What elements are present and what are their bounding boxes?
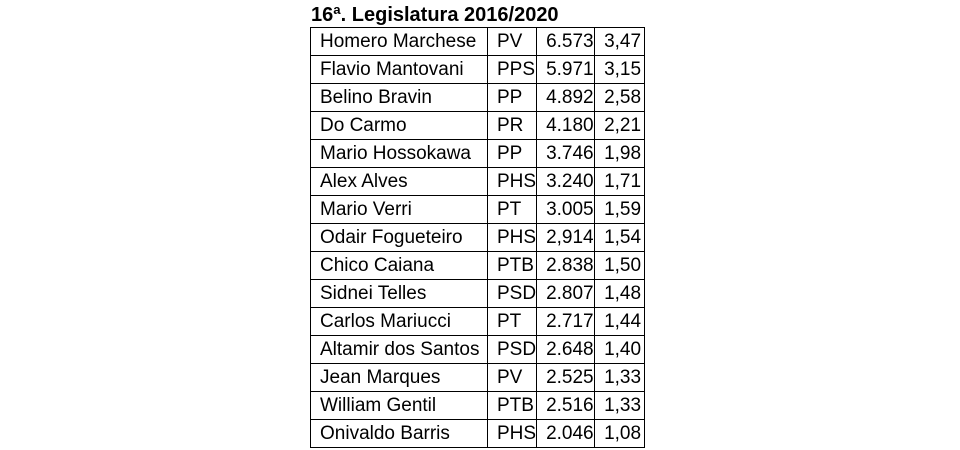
vote-percentage: 1,33 — [594, 391, 646, 420]
table-row: Belino Bravin PP 4.892 2,58 — [310, 83, 646, 112]
councillor-name: Carlos Mariucci — [310, 307, 488, 336]
legislature-table: Homero Marchese PV 6.573 3,47 Flavio Man… — [310, 27, 646, 448]
councillor-name: Mario Verri — [310, 195, 488, 224]
party: PT — [486, 195, 538, 224]
vote-percentage: 1,59 — [594, 195, 646, 224]
votes: 3.746 — [536, 139, 596, 168]
table-row: Mario Hossokawa PP 3.746 1,98 — [310, 139, 646, 168]
legislature-table-body: Homero Marchese PV 6.573 3,47 Flavio Man… — [310, 27, 646, 448]
councillor-name: Mario Hossokawa — [310, 139, 488, 168]
councillor-name: Onivaldo Barris — [310, 419, 488, 448]
votes: 2.807 — [536, 279, 596, 308]
party: PR — [486, 111, 538, 140]
table-row: Odair Fogueteiro PHS 2,914 1,54 — [310, 223, 646, 252]
table-row: Do Carmo PR 4.180 2,21 — [310, 111, 646, 140]
party: PTB — [486, 391, 538, 420]
party: PV — [486, 363, 538, 392]
councillor-name: Odair Fogueteiro — [310, 223, 488, 252]
votes: 2,914 — [536, 223, 596, 252]
votes: 2.838 — [536, 251, 596, 280]
party: PP — [486, 139, 538, 168]
vote-percentage: 2,58 — [594, 83, 646, 112]
party: PTB — [486, 251, 538, 280]
vote-percentage: 1,40 — [594, 335, 646, 364]
votes: 4.180 — [536, 111, 596, 140]
councillor-name: Chico Caiana — [310, 251, 488, 280]
councillor-name: Do Carmo — [310, 111, 488, 140]
party: PV — [486, 27, 538, 56]
table-row: Homero Marchese PV 6.573 3,47 — [310, 27, 646, 56]
councillor-name: Alex Alves — [310, 167, 488, 196]
vote-percentage: 2,21 — [594, 111, 646, 140]
vote-percentage: 1,08 — [594, 419, 646, 448]
party: PP — [486, 83, 538, 112]
table-row: Mario Verri PT 3.005 1,59 — [310, 195, 646, 224]
party: PT — [486, 307, 538, 336]
votes: 3.240 — [536, 167, 596, 196]
councillor-name: William Gentil — [310, 391, 488, 420]
votes: 5.971 — [536, 55, 596, 84]
votes: 2.648 — [536, 335, 596, 364]
councillor-name: Altamir dos Santos — [310, 335, 488, 364]
party: PHS — [486, 223, 538, 252]
vote-percentage: 1,71 — [594, 167, 646, 196]
vote-percentage: 3,47 — [594, 27, 646, 56]
party: PSD — [486, 279, 538, 308]
party: PHS — [486, 167, 538, 196]
table-row: Carlos Mariucci PT 2.717 1,44 — [310, 307, 646, 336]
table-row: Jean Marques PV 2.525 1,33 — [310, 363, 646, 392]
councillor-name: Belino Bravin — [310, 83, 488, 112]
party: PPS — [486, 55, 538, 84]
vote-percentage: 3,15 — [594, 55, 646, 84]
table-row: Altamir dos Santos PSD 2.648 1,40 — [310, 335, 646, 364]
vote-percentage: 1,48 — [594, 279, 646, 308]
votes: 2.046 — [536, 419, 596, 448]
table-row: Chico Caiana PTB 2.838 1,50 — [310, 251, 646, 280]
votes: 2.717 — [536, 307, 596, 336]
vote-percentage: 1,98 — [594, 139, 646, 168]
party: PHS — [486, 419, 538, 448]
vote-percentage: 1,50 — [594, 251, 646, 280]
table-row: Sidnei Telles PSD 2.807 1,48 — [310, 279, 646, 308]
votes: 4.892 — [536, 83, 596, 112]
votes: 2.525 — [536, 363, 596, 392]
vote-percentage: 1,44 — [594, 307, 646, 336]
table-row: Onivaldo Barris PHS 2.046 1,08 — [310, 419, 646, 448]
table-title: 16ª. Legislatura 2016/2020 — [311, 4, 559, 26]
votes: 3.005 — [536, 195, 596, 224]
votes: 2.516 — [536, 391, 596, 420]
councillor-name: Flavio Mantovani — [310, 55, 488, 84]
councillor-name: Sidnei Telles — [310, 279, 488, 308]
table-row: Alex Alves PHS 3.240 1,71 — [310, 167, 646, 196]
party: PSD — [486, 335, 538, 364]
table-row: Flavio Mantovani PPS 5.971 3,15 — [310, 55, 646, 84]
table-row: William Gentil PTB 2.516 1,33 — [310, 391, 646, 420]
vote-percentage: 1,33 — [594, 363, 646, 392]
vote-percentage: 1,54 — [594, 223, 646, 252]
councillor-name: Jean Marques — [310, 363, 488, 392]
votes: 6.573 — [536, 27, 596, 56]
councillor-name: Homero Marchese — [310, 27, 488, 56]
